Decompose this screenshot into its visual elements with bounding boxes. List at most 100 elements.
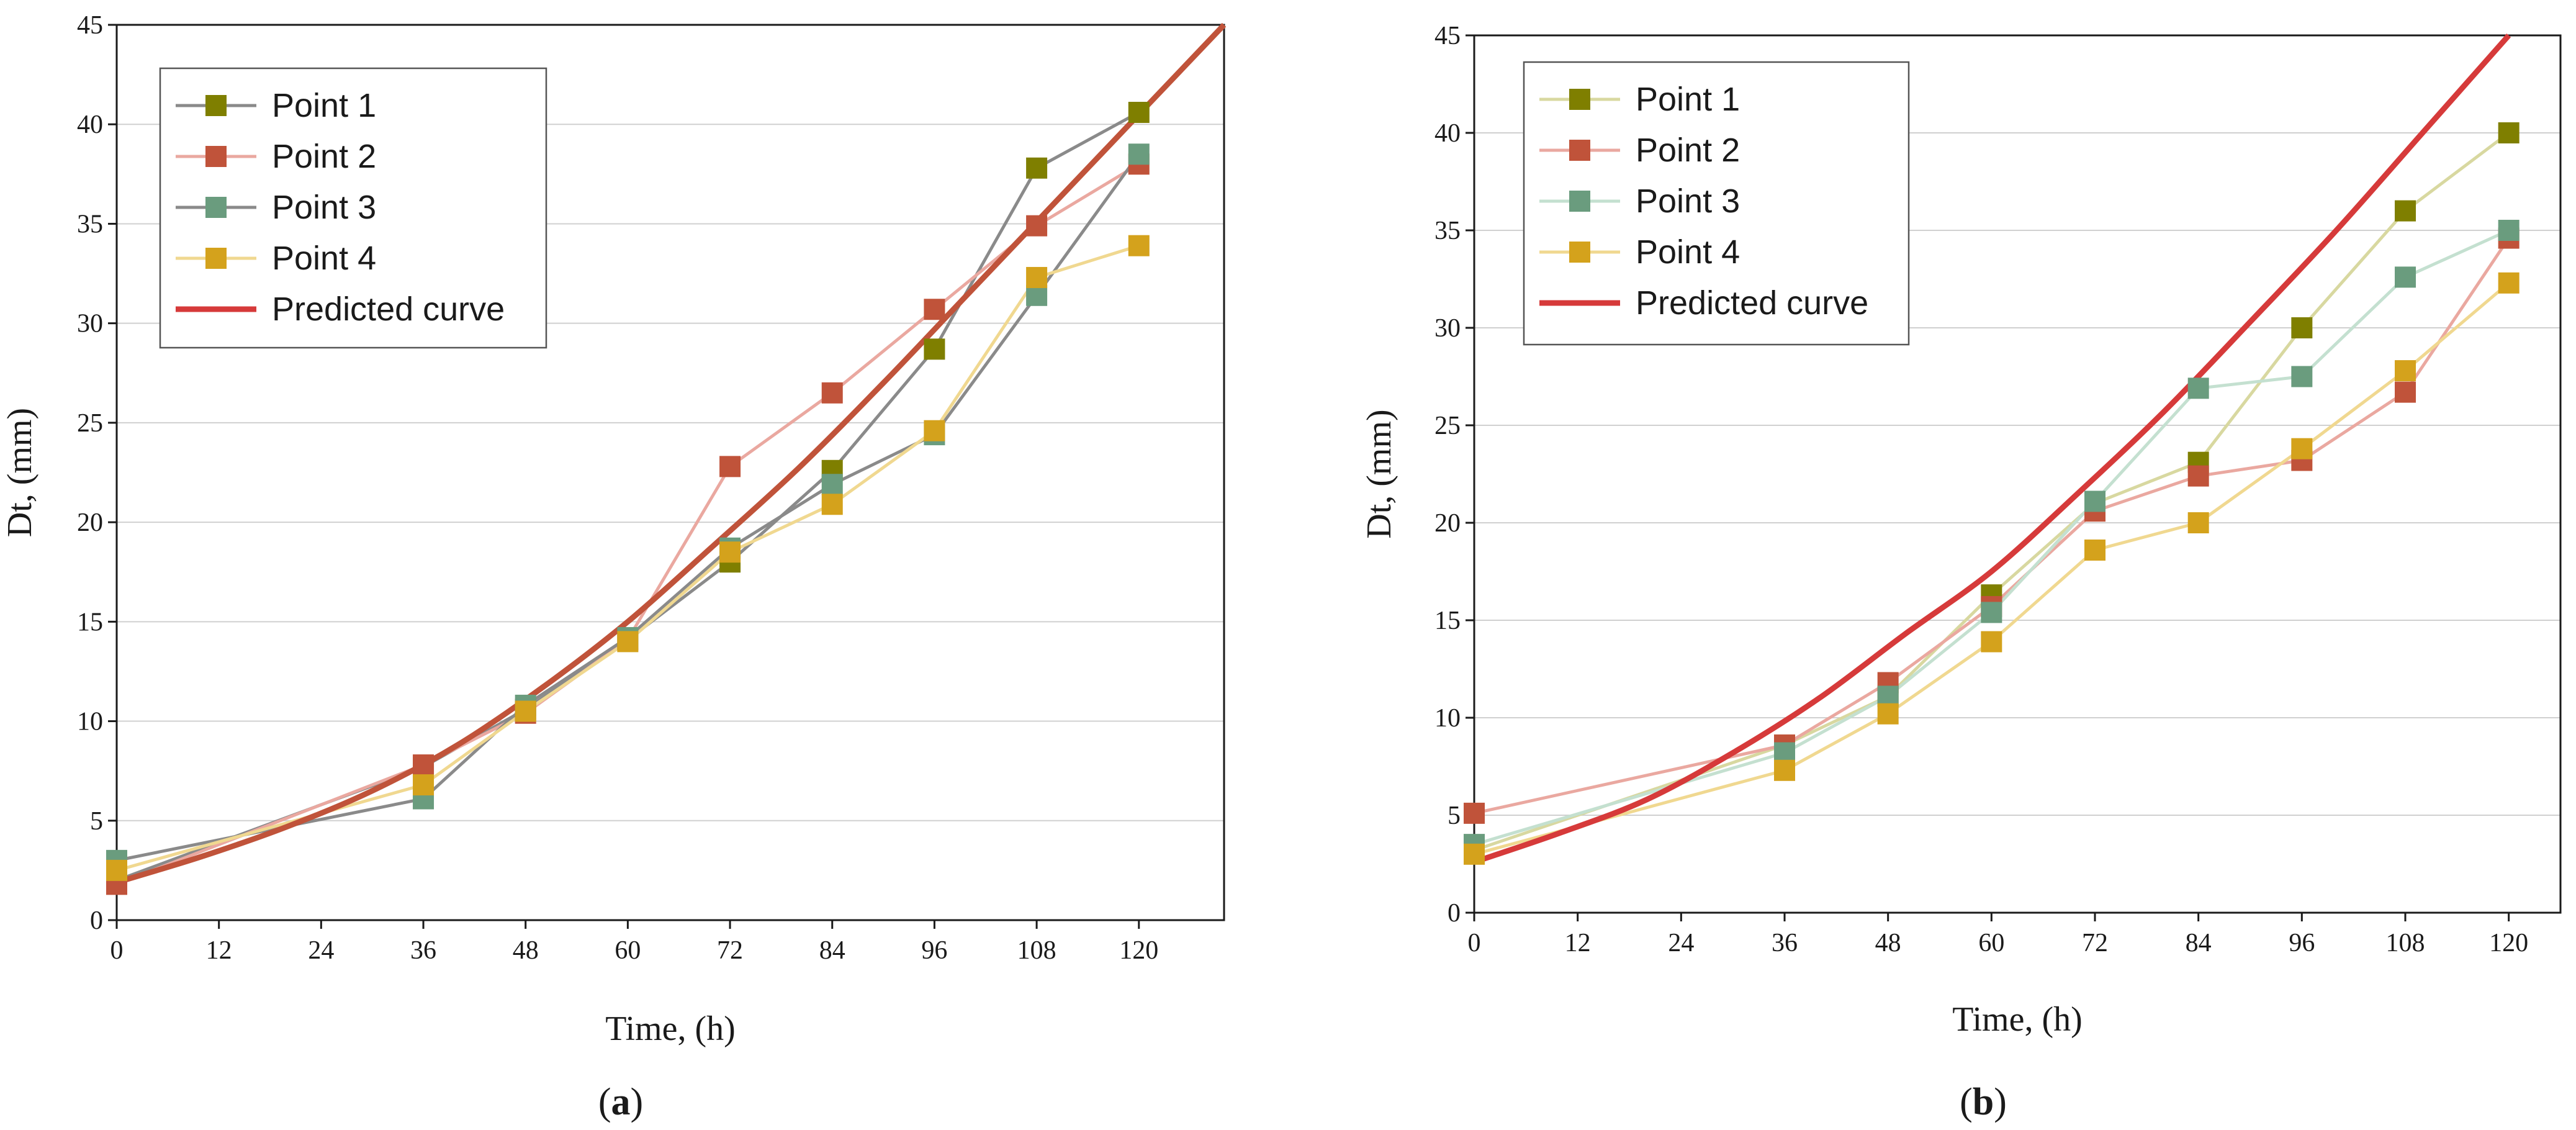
y-tick-label: 20 xyxy=(1434,509,1461,538)
marker-point-3 xyxy=(2187,377,2209,399)
marker-point-1 xyxy=(2291,317,2313,338)
legend-marker xyxy=(205,95,227,116)
marker-point-3 xyxy=(2084,490,2105,512)
x-tick-label: 96 xyxy=(921,936,947,965)
legend-marker xyxy=(1569,89,1590,110)
marker-point-3 xyxy=(2498,220,2520,241)
x-tick-label: 84 xyxy=(2186,929,2212,957)
x-tick-label: 96 xyxy=(2289,929,2315,957)
y-tick-label: 45 xyxy=(1434,22,1461,50)
marker-point-4 xyxy=(1464,843,1485,865)
marker-point-2 xyxy=(2395,381,2416,403)
predicted-curve xyxy=(1473,34,2511,865)
marker-point-1 xyxy=(1026,157,1048,179)
x-tick-label: 120 xyxy=(1119,936,1158,965)
marker-point-2 xyxy=(413,754,435,776)
marker-point-4 xyxy=(821,494,843,515)
plot-frame xyxy=(115,24,1225,921)
x-tick-label: 0 xyxy=(110,936,124,965)
y-tick-label: 25 xyxy=(1434,412,1461,440)
chart-a: 0 5 10 15 20 25 30 35 40 45 0 12 24 36 48 60 72 84 96 108 12… xyxy=(1,11,1227,1123)
y-tick-label: 10 xyxy=(1434,704,1461,733)
y-tick-label: 35 xyxy=(77,210,103,238)
x-tick-label: 72 xyxy=(717,936,743,965)
y-axis-title: Dt, (mm) xyxy=(1360,409,1398,538)
y-tick-label: 35 xyxy=(1434,217,1461,245)
chart-b: 0 5 10 15 20 25 30 35 40 45 0 12 24 36 48 60 72 84 96 108 12… xyxy=(1360,22,2562,1123)
x-axis-title: Time, (h) xyxy=(605,1010,736,1048)
legend-label: Predicted curve xyxy=(272,291,505,328)
y-tick-label: 15 xyxy=(1434,607,1461,635)
marker-point-2 xyxy=(719,456,741,477)
x-tick-label: 0 xyxy=(1468,929,1481,957)
legend-marker xyxy=(205,248,227,269)
plot-frame xyxy=(1473,34,2562,914)
marker-point-4 xyxy=(106,859,127,881)
legend: Point 1 Point 2 Point 3 Point 4 Predicted cu… xyxy=(159,67,547,349)
legend-label: Predicted curve xyxy=(1636,284,1868,322)
legend-label: Point 1 xyxy=(1636,81,1740,118)
y-tick-label: 0 xyxy=(1448,899,1461,928)
x-tick-label: 48 xyxy=(1875,929,1901,957)
legend-marker xyxy=(1569,140,1590,161)
legend-label: Point 2 xyxy=(272,138,376,175)
marker-point-4 xyxy=(1128,235,1150,256)
marker-point-1 xyxy=(924,338,945,360)
marker-point-1 xyxy=(2498,122,2520,143)
marker-point-4 xyxy=(617,631,639,653)
marker-point-4 xyxy=(515,700,536,722)
x-tick-label: 48 xyxy=(513,936,539,965)
x-tick-label: 36 xyxy=(1772,929,1798,957)
marker-point-1 xyxy=(1128,101,1150,123)
legend-marker xyxy=(1569,242,1590,263)
x-tick-label: 120 xyxy=(2489,929,2528,957)
y-tick-label: 45 xyxy=(77,11,103,40)
marker-point-4 xyxy=(924,420,945,441)
marker-point-4 xyxy=(413,774,435,796)
marker-point-2 xyxy=(1026,215,1048,237)
y-tick-label: 40 xyxy=(1434,119,1461,148)
marker-point-2 xyxy=(924,299,945,320)
y-tick-label: 0 xyxy=(90,906,103,935)
predicted-curve xyxy=(115,22,1227,885)
marker-point-4 xyxy=(2084,539,2105,561)
x-tick-label: 108 xyxy=(1017,936,1056,965)
marker-point-3 xyxy=(1128,143,1150,165)
marker-point-4 xyxy=(1877,703,1899,725)
marker-point-4 xyxy=(1774,759,1795,781)
x-axis-title: Time, (h) xyxy=(1952,1000,2083,1039)
marker-point-4 xyxy=(2187,512,2209,533)
marker-point-4 xyxy=(2291,438,2313,459)
y-tick-label: 15 xyxy=(77,608,103,636)
subfigure-caption: (b) xyxy=(1960,1081,2007,1123)
legend-marker xyxy=(205,146,227,167)
legend: Point 1 Point 2 Point 3 Point 4 Predicted cu… xyxy=(1523,61,1910,346)
x-tick-label: 24 xyxy=(308,936,334,965)
legend-label: Point 4 xyxy=(272,240,376,277)
x-tick-label: 12 xyxy=(206,936,232,965)
legend-label: Point 2 xyxy=(1636,132,1740,169)
y-tick-label: 40 xyxy=(77,111,103,139)
x-tick-label: 12 xyxy=(1565,929,1591,957)
marker-point-2 xyxy=(2187,465,2209,487)
y-tick-label: 5 xyxy=(1448,802,1461,830)
x-tick-label: 24 xyxy=(1668,929,1694,957)
y-tick-label: 5 xyxy=(90,807,103,836)
marker-point-4 xyxy=(2498,272,2520,294)
legend-label: Point 4 xyxy=(1636,233,1740,271)
marker-point-3 xyxy=(1981,602,2002,623)
marker-point-4 xyxy=(719,541,741,563)
y-axis-title: Dt, (mm) xyxy=(1,408,39,537)
marker-point-3 xyxy=(1026,284,1048,306)
marker-point-3 xyxy=(2291,366,2313,387)
marker-point-4 xyxy=(2395,360,2416,382)
marker-point-4 xyxy=(1981,631,2002,653)
x-tick-label: 36 xyxy=(410,936,436,965)
legend-marker xyxy=(1569,191,1590,212)
x-tick-label: 84 xyxy=(819,936,845,965)
marker-point-3 xyxy=(2395,266,2416,288)
y-tick-label: 30 xyxy=(77,310,103,338)
y-tick-label: 30 xyxy=(1434,314,1461,343)
marker-point-2 xyxy=(821,382,843,404)
